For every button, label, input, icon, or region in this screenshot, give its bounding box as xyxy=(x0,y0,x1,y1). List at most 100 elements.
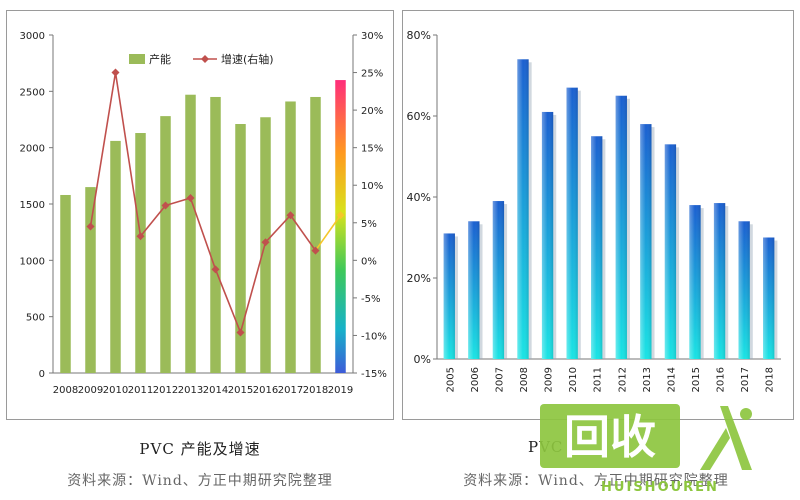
capacity-bar xyxy=(235,124,246,373)
growth-line-segment xyxy=(189,197,217,270)
legend-line-marker xyxy=(201,55,209,63)
capacity-bar xyxy=(185,94,196,374)
growth-line-segment xyxy=(89,72,117,227)
capacity-bar xyxy=(110,140,121,373)
growth-line-segment xyxy=(314,214,342,252)
growth-point xyxy=(111,68,120,77)
capacity-bar xyxy=(285,101,296,374)
ratio-bar-shine xyxy=(468,221,480,359)
x-tick-label: 2015 xyxy=(228,385,253,396)
ratio-bar-shine xyxy=(640,124,652,359)
ratio-x-tick-label: 2014 xyxy=(666,367,677,392)
watermark-box xyxy=(540,404,680,468)
x-tick-label: 2019 xyxy=(328,385,353,396)
ratio-x-tick-label: 2006 xyxy=(470,367,481,392)
left-y-tick-label: 500 xyxy=(26,313,45,324)
ratio-bar-shine xyxy=(517,59,529,360)
ratio-x-tick-label: 2016 xyxy=(716,367,727,392)
ratio-x-tick-label: 2005 xyxy=(445,367,456,392)
x-tick-label: 2012 xyxy=(153,385,178,396)
ratio-x-tick-label: 2015 xyxy=(691,367,702,392)
growth-point xyxy=(336,211,345,220)
ratio-x-tick-label: 2011 xyxy=(593,367,604,392)
ratio-y-tick-label: 40% xyxy=(407,191,431,204)
growth-point xyxy=(236,328,245,337)
growth-line-segment xyxy=(214,269,242,333)
capacity-bar xyxy=(335,80,346,374)
right-chart-source: 资料来源：Wind、方正中期研究院整理 xyxy=(463,473,729,489)
watermark-big-text: 回收 xyxy=(564,410,656,464)
x-tick-label: 2017 xyxy=(278,385,303,396)
x-tick-label: 2013 xyxy=(178,385,203,396)
growth-point xyxy=(261,238,270,247)
ratio-y-tick-label: 80% xyxy=(407,29,431,42)
right-y-tick-label: -5% xyxy=(361,294,380,305)
ratio-chart-panel: 0% 20% 40% 60% 80% 2005 2006 2007 2008 2009 2010 20… xyxy=(402,10,794,420)
capacity-chart: 0 500 1000 1500 2000 2500 3000 -15% -10% -5% 0% 5% 1… xyxy=(20,31,387,396)
growth-point xyxy=(136,232,145,241)
right-y-tick-label: -15% xyxy=(361,369,387,380)
left-chart-caption: PVC 产能及增速 xyxy=(139,440,261,458)
growth-point xyxy=(86,222,95,231)
right-y-tick-label: 20% xyxy=(361,106,383,117)
capacity-chart-legend: 产能 增速(右轴) xyxy=(129,52,274,66)
right-y-tick-label: 25% xyxy=(361,69,383,80)
ratio-bar-shine xyxy=(713,203,726,359)
left-y-tick-label: 0 xyxy=(39,369,45,380)
growth-line-segment xyxy=(139,204,167,237)
ratio-y-tick-label: 60% xyxy=(407,110,431,123)
growth-point xyxy=(161,201,170,210)
ratio-y-tick-label: 20% xyxy=(407,272,431,285)
ratio-bar-shine xyxy=(443,233,455,359)
x-tick-label: 2014 xyxy=(203,385,228,396)
capacity-bar xyxy=(135,133,146,373)
right-y-tick-label: 10% xyxy=(361,181,383,192)
x-tick-label: 2011 xyxy=(128,385,153,396)
right-y-tick-label: 0% xyxy=(361,256,377,267)
x-tick-label: 2016 xyxy=(253,385,278,396)
left-chart-source: 资料来源：Wind、方正中期研究院整理 xyxy=(67,473,333,489)
ratio-x-tick-label: 2018 xyxy=(765,367,776,392)
left-y-tick-label: 2000 xyxy=(20,144,45,155)
growth-point xyxy=(286,211,295,220)
watermark-person-icon xyxy=(700,406,752,470)
growth-line-segment xyxy=(165,197,191,207)
ratio-x-tick-label: 2012 xyxy=(617,367,628,392)
ratio-bar-shine xyxy=(566,87,578,360)
ratio-x-tick-label: 2017 xyxy=(740,367,751,392)
legend-line-label: 增速(右轴) xyxy=(221,52,274,66)
ratio-x-tick-label: 2010 xyxy=(568,367,579,392)
ratio-x-tick-label: 2013 xyxy=(642,367,653,392)
ratio-x-tick-label: 2007 xyxy=(494,367,505,392)
growth-line-segment xyxy=(239,242,267,333)
ratio-bar-shine xyxy=(541,111,554,359)
capacity-bar xyxy=(160,116,171,374)
growth-point xyxy=(211,265,220,274)
ratio-bar-shine xyxy=(615,95,627,359)
watermark-small-text: HUISHOUREN xyxy=(601,480,719,495)
x-tick-label: 2008 xyxy=(53,385,78,396)
growth-line-segment xyxy=(289,214,317,252)
growth-point xyxy=(186,193,195,202)
right-y-tick-label: 15% xyxy=(361,144,383,155)
ratio-chart: 0% 20% 40% 60% 80% 2005 2006 2007 2008 2009 2010 20… xyxy=(407,29,781,392)
right-y-tick-label: -10% xyxy=(361,331,387,342)
capacity-bar xyxy=(60,194,71,373)
right-y-tick-label: 30% xyxy=(361,31,383,42)
left-y-tick-label: 2500 xyxy=(20,87,45,98)
right-y-tick-label: 5% xyxy=(361,219,377,230)
legend-bar-label: 产能 xyxy=(149,52,171,66)
ratio-bar-shine xyxy=(591,136,603,359)
ratio-y-tick-label: 0% xyxy=(414,353,431,366)
x-tick-label: 2009 xyxy=(78,385,103,396)
growth-point xyxy=(311,246,320,255)
capacity-bar xyxy=(210,96,221,373)
ratio-bar-shine xyxy=(492,201,505,359)
growth-line-segment xyxy=(114,72,142,237)
ratio-bar-shine xyxy=(664,144,677,359)
capacity-bar xyxy=(85,187,96,373)
ratio-bar-shine xyxy=(763,237,775,359)
ratio-bar-shine xyxy=(738,221,750,359)
growth-line-segment xyxy=(264,214,292,243)
left-y-tick-label: 1000 xyxy=(20,256,45,267)
